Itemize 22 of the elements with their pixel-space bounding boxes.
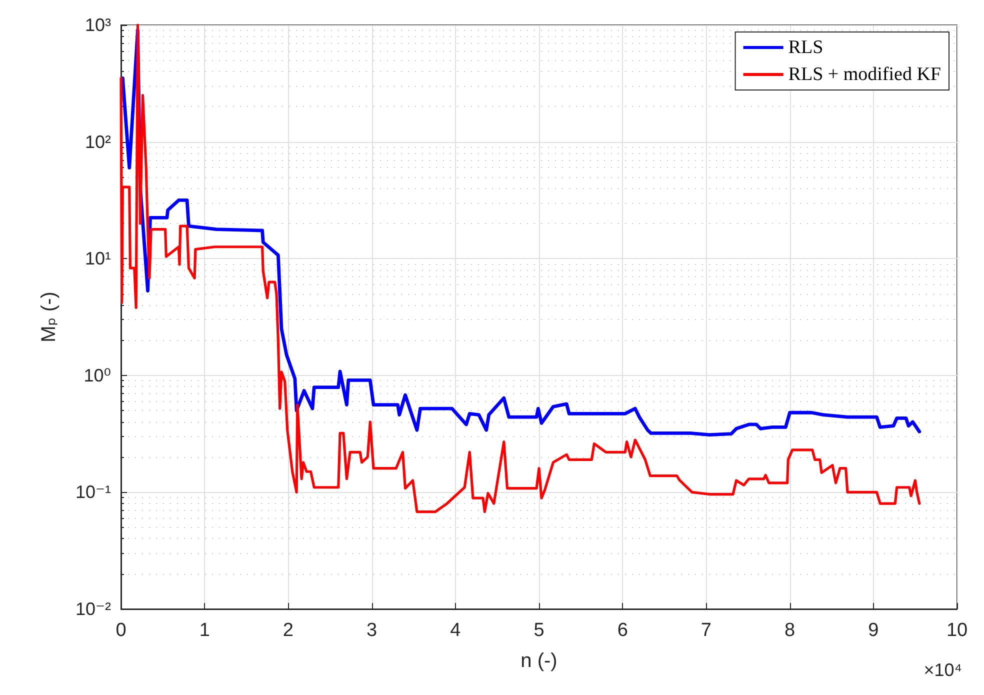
legend-label: RLS (788, 37, 824, 58)
y-tick-label: 10⁰ (84, 365, 111, 386)
text: ×10⁴ (924, 660, 962, 680)
legend-label: RLS + modified KF (788, 64, 942, 85)
x-tick-label: 8 (784, 620, 796, 641)
y-tick-label: 10³ (84, 15, 112, 35)
x-tick-label: 10 (946, 620, 968, 641)
x-tick-label: 0 (116, 620, 126, 641)
x-tick-label: 4 (450, 620, 462, 641)
x-tick-label: 1 (199, 620, 210, 641)
y-axis-title: Mₚ (-) (38, 292, 60, 342)
x-tick-label: 6 (617, 620, 628, 641)
x-tick-label: 2 (282, 620, 294, 641)
x-axis-title: n (-) (520, 650, 558, 672)
x-tick-label: 5 (534, 620, 544, 641)
y-tick-label: 10¹ (84, 248, 112, 269)
y-tick-label: 10⁻² (75, 599, 111, 619)
x-tick-label: 9 (868, 620, 879, 641)
x-tick-label: 3 (366, 620, 378, 641)
x-tick-label: 7 (700, 620, 712, 641)
y-tick-label: 10² (84, 132, 112, 152)
y-tick-label: 10⁻¹ (75, 482, 111, 502)
